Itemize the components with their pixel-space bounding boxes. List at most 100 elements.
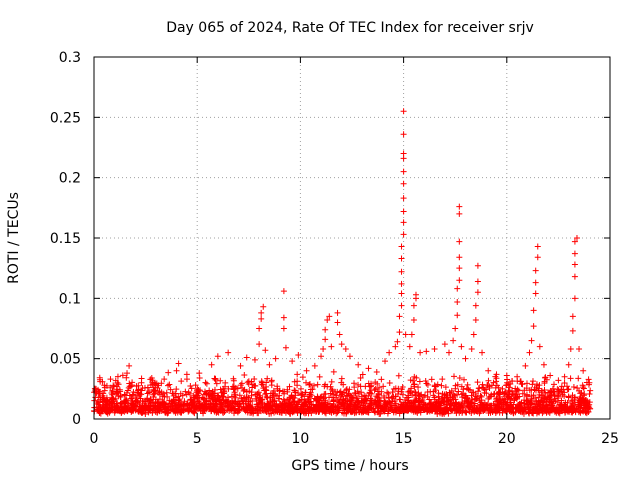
baseline-point bbox=[254, 391, 261, 398]
baseline-point bbox=[407, 387, 414, 394]
data-point bbox=[408, 331, 415, 338]
baseline-point bbox=[284, 386, 291, 393]
data-point bbox=[456, 277, 463, 284]
data-point bbox=[328, 343, 335, 350]
baseline-point bbox=[284, 402, 291, 409]
data-point bbox=[580, 367, 587, 374]
baseline-point bbox=[189, 401, 196, 408]
baseline-point bbox=[269, 407, 276, 414]
baseline-point bbox=[455, 388, 462, 395]
baseline-point bbox=[541, 378, 548, 385]
baseline-point bbox=[485, 401, 492, 408]
baseline-point bbox=[542, 390, 549, 397]
chart-title: Day 065 of 2024, Rate Of TEC Index for r… bbox=[166, 20, 534, 36]
baseline-point bbox=[455, 403, 462, 410]
baseline-point bbox=[298, 396, 305, 403]
baseline-point bbox=[527, 401, 534, 408]
baseline-point bbox=[467, 404, 474, 411]
baseline-point bbox=[417, 406, 424, 413]
baseline-point bbox=[173, 386, 180, 393]
baseline-point bbox=[167, 404, 174, 411]
baseline-point bbox=[109, 395, 116, 402]
data-point bbox=[547, 372, 554, 379]
baseline-point bbox=[396, 396, 403, 403]
data-point bbox=[456, 265, 463, 272]
grid bbox=[94, 57, 610, 419]
baseline-point bbox=[543, 396, 550, 403]
baseline-point bbox=[471, 400, 478, 407]
baseline-point bbox=[496, 393, 503, 400]
baseline-point bbox=[99, 399, 106, 406]
baseline-point bbox=[220, 393, 227, 400]
baseline-point bbox=[551, 388, 558, 395]
baseline-point bbox=[577, 397, 584, 404]
baseline-point bbox=[338, 379, 345, 386]
baseline-point bbox=[114, 373, 121, 380]
baseline-point bbox=[217, 386, 224, 393]
baseline-point bbox=[380, 383, 387, 390]
baseline-point bbox=[555, 408, 562, 415]
data-point bbox=[400, 131, 407, 138]
data-point bbox=[571, 238, 578, 245]
baseline-point bbox=[163, 389, 170, 396]
baseline-point bbox=[191, 395, 198, 402]
baseline-point bbox=[523, 393, 530, 400]
baseline-point bbox=[157, 402, 164, 409]
baseline-point bbox=[343, 387, 350, 394]
baseline-point bbox=[347, 400, 354, 407]
data-point bbox=[173, 367, 180, 374]
baseline-point bbox=[481, 386, 488, 393]
baseline-point bbox=[446, 389, 453, 396]
baseline-point bbox=[422, 378, 429, 385]
baseline-point bbox=[458, 391, 465, 398]
baseline-point bbox=[399, 383, 406, 390]
baseline-point bbox=[451, 373, 458, 380]
baseline-point bbox=[286, 395, 293, 402]
data-point bbox=[565, 361, 572, 368]
baseline-point bbox=[342, 395, 349, 402]
data-point bbox=[526, 349, 533, 356]
baseline-point bbox=[179, 392, 186, 399]
baseline-point bbox=[522, 408, 529, 415]
baseline-point bbox=[228, 406, 235, 413]
baseline-point bbox=[248, 405, 255, 412]
baseline-point bbox=[193, 395, 200, 402]
baseline-point bbox=[374, 388, 381, 395]
baseline-point bbox=[316, 397, 323, 404]
data-point bbox=[373, 368, 380, 375]
baseline-point bbox=[253, 401, 260, 408]
baseline-point bbox=[292, 392, 299, 399]
baseline-point bbox=[338, 401, 345, 408]
baseline-point bbox=[586, 390, 593, 397]
data-point bbox=[398, 302, 405, 309]
baseline-point bbox=[177, 409, 184, 416]
baseline-point bbox=[111, 409, 118, 416]
baseline-point bbox=[165, 369, 172, 376]
baseline-point bbox=[500, 391, 507, 398]
baseline-point bbox=[562, 409, 569, 416]
data-point bbox=[532, 279, 539, 286]
data-point bbox=[214, 353, 221, 360]
data-point bbox=[456, 238, 463, 245]
baseline-point bbox=[437, 402, 444, 409]
data-point bbox=[266, 361, 273, 368]
baseline-point bbox=[359, 371, 366, 378]
baseline-point bbox=[241, 372, 248, 379]
data-point bbox=[412, 291, 419, 298]
baseline-point bbox=[170, 398, 177, 405]
baseline-point bbox=[224, 398, 231, 405]
baseline-point bbox=[113, 402, 120, 409]
baseline-point bbox=[221, 383, 228, 390]
baseline-point bbox=[368, 380, 375, 387]
baseline-point bbox=[418, 391, 425, 398]
data-point bbox=[208, 361, 215, 368]
baseline-point bbox=[398, 388, 405, 395]
baseline-point bbox=[129, 382, 136, 389]
baseline-point bbox=[249, 384, 256, 391]
baseline-point bbox=[543, 408, 550, 415]
baseline-point bbox=[200, 405, 207, 412]
baseline-point bbox=[100, 390, 107, 397]
baseline-point bbox=[402, 407, 409, 414]
baseline-point bbox=[435, 394, 442, 401]
baseline-point bbox=[502, 398, 509, 405]
